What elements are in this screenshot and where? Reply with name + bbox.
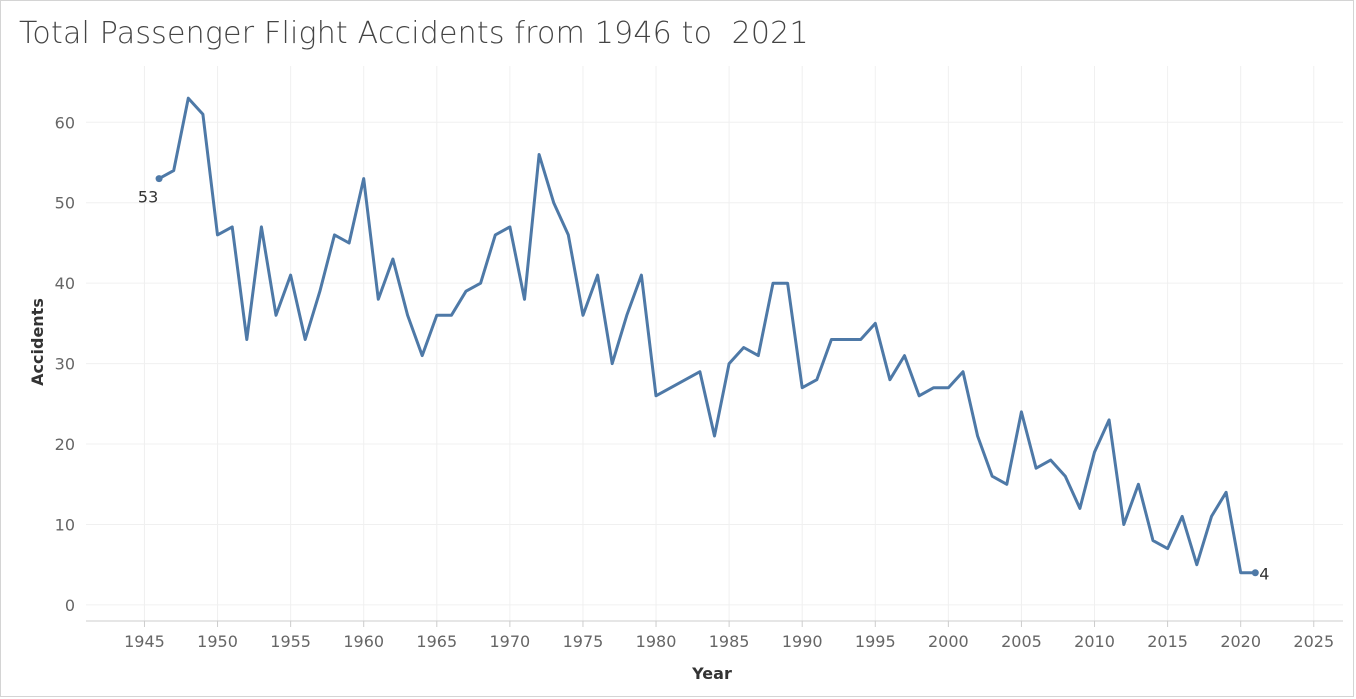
y-tick-label: 60	[55, 113, 75, 132]
axes: 0 10 20 30 40 50 60 1945 1950 1955 1960 1965 1970 197…	[55, 113, 1343, 651]
x-tick-label: 2015	[1147, 632, 1188, 651]
x-tick-label: 2005	[1001, 632, 1042, 651]
x-tick-label: 2020	[1220, 632, 1261, 651]
x-tick-label: 1965	[416, 632, 457, 651]
x-tick-label: 1980	[636, 632, 677, 651]
y-tick-label: 10	[55, 515, 75, 534]
y-tick-label: 40	[55, 274, 75, 293]
y-axis-title: Accidents	[28, 298, 47, 386]
x-tick-label: 1975	[563, 632, 604, 651]
x-axis-title: Year	[691, 664, 732, 683]
data-label: 53	[138, 188, 158, 207]
x-tick-label: 1945	[124, 632, 165, 651]
x-tick-label: 1950	[197, 632, 238, 651]
series-layer	[155, 96, 1259, 577]
y-tick-label: 0	[65, 596, 75, 615]
y-tick-label: 30	[55, 355, 75, 374]
y-tick-label: 20	[55, 435, 75, 454]
x-tick-label: 2000	[928, 632, 969, 651]
labels-layer: 53 4	[138, 188, 1270, 584]
x-tick-label: 1960	[343, 632, 384, 651]
x-tick-label: 1970	[490, 632, 531, 651]
accidents-line	[157, 96, 1257, 575]
chart-title: Total Passenger Flight Accidents from 19…	[19, 16, 809, 51]
gridlines	[86, 66, 1343, 621]
x-tick-label: 1985	[709, 632, 750, 651]
data-label: 4	[1259, 565, 1269, 584]
x-tick-label: 2025	[1293, 632, 1334, 651]
x-tick-label: 1955	[270, 632, 311, 651]
x-tick-label: 2010	[1074, 632, 1115, 651]
x-tick-label: 1990	[782, 632, 823, 651]
endpoint-marker	[155, 175, 163, 183]
y-tick-label: 50	[55, 194, 75, 213]
endpoint-marker	[1251, 569, 1259, 577]
x-tick-label: 1995	[855, 632, 896, 651]
